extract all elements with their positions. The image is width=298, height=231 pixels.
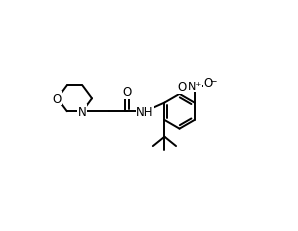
Text: N⁺: N⁺ xyxy=(187,82,202,92)
Text: NH: NH xyxy=(136,105,154,118)
Text: N: N xyxy=(78,105,87,118)
Text: O: O xyxy=(122,86,132,99)
Text: O: O xyxy=(203,77,212,90)
Text: −: − xyxy=(209,76,217,85)
Text: O: O xyxy=(52,92,62,105)
Text: O: O xyxy=(178,81,187,94)
